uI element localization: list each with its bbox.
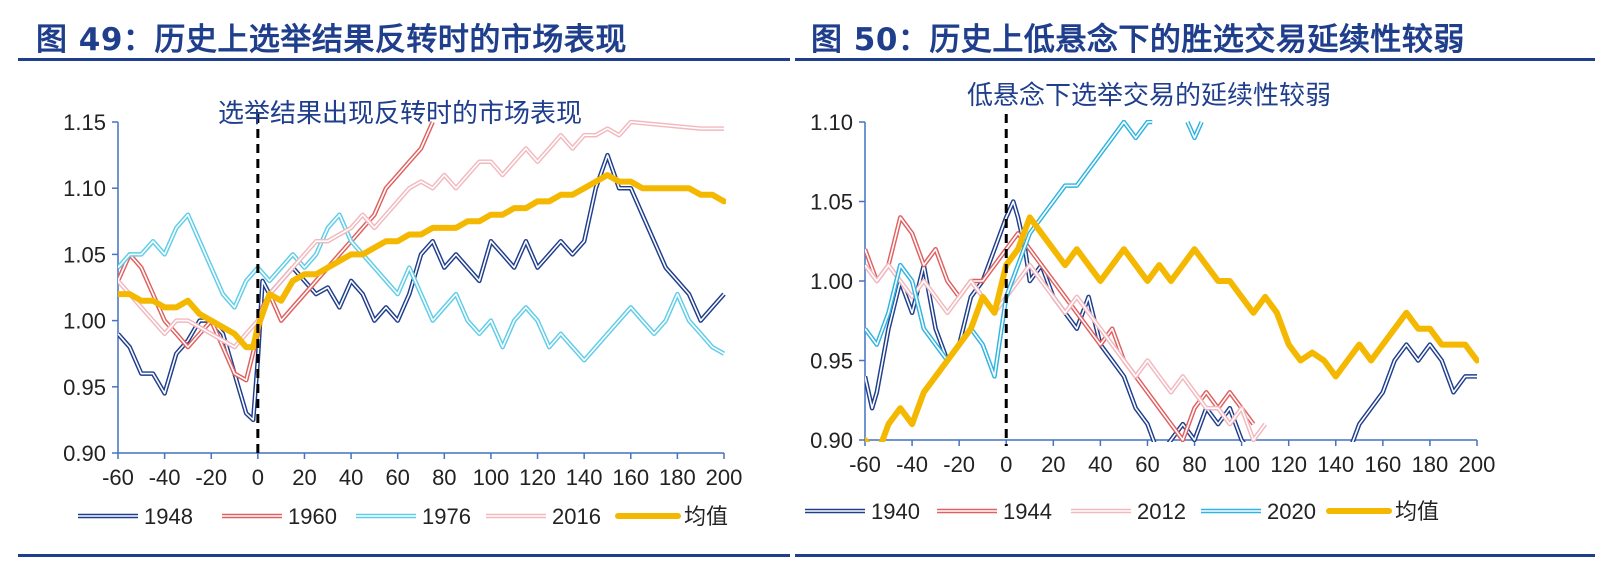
x-tick-label: 20 bbox=[1041, 452, 1065, 477]
x-tick-label: 180 bbox=[1412, 452, 1449, 477]
series-line-2020 bbox=[1185, 121, 1204, 141]
legend-label: 2012 bbox=[1137, 499, 1186, 524]
series-line-2020 bbox=[865, 120, 1153, 379]
legend-item-1976: 1976 bbox=[356, 504, 471, 529]
legend-label: 1940 bbox=[871, 499, 920, 524]
y-tick-label: 1.00 bbox=[63, 309, 106, 334]
y-tick-label: 1.00 bbox=[810, 269, 853, 294]
y-tick-label: 0.90 bbox=[63, 441, 106, 466]
chart-panel-left: 图 49：历史上选举结果反转时的市场表现 0.90 0.95 1.00 1.05 1.1… bbox=[0, 0, 790, 572]
legend-item-2020: 2020 bbox=[1201, 499, 1316, 524]
x-tick-label: 140 bbox=[1317, 452, 1354, 477]
legend-item-1940: 1940 bbox=[805, 499, 920, 524]
series-line-mean bbox=[865, 214, 1479, 442]
legend-label: 2016 bbox=[552, 504, 601, 529]
x-tick-label: 120 bbox=[1270, 452, 1307, 477]
legend-item-1948: 1948 bbox=[78, 504, 193, 529]
bottom-rule bbox=[18, 554, 790, 557]
x-tick-label: -20 bbox=[195, 465, 227, 490]
x-tick-label: 200 bbox=[706, 465, 743, 490]
chart-title: 低悬念下选举交易的延续性较弱 bbox=[967, 81, 1331, 111]
y-tick-label: 1.10 bbox=[63, 176, 106, 201]
chart-panel-right: 图 50：历史上低悬念下的胜选交易延续性较弱 0.90 0.95 1.00 1.05 1… bbox=[795, 0, 1607, 572]
legend-label: 1944 bbox=[1003, 499, 1052, 524]
chart-left-svg: 0.90 0.95 1.00 1.05 1.10 1.15 -60 -40 -20 0 20 40 60… bbox=[63, 99, 743, 529]
x-tick-label: 40 bbox=[339, 465, 363, 490]
y-tick-label: 1.10 bbox=[810, 110, 853, 135]
legend-label: 均值 bbox=[684, 504, 728, 529]
figure-title: 图 49：历史上选举结果反转时的市场表现 bbox=[36, 22, 627, 58]
legend-item-mean: 均值 bbox=[615, 504, 728, 529]
figure-title: 图 50：历史上低悬念下的胜选交易延续性较弱 bbox=[811, 22, 1465, 58]
x-tick-label: 120 bbox=[519, 465, 556, 490]
legend-label: 1948 bbox=[144, 504, 193, 529]
x-tick-label: 140 bbox=[566, 465, 603, 490]
x-tick-label: 60 bbox=[1135, 452, 1159, 477]
chart-title: 选举结果出现反转时的市场表现 bbox=[218, 99, 582, 129]
x-tick-label: 60 bbox=[385, 465, 409, 490]
legend-item-2016: 2016 bbox=[486, 504, 601, 529]
y-tick-label: 1.15 bbox=[63, 110, 106, 135]
legend-item-1944: 1944 bbox=[937, 499, 1052, 524]
legend-item-mean: 均值 bbox=[1326, 499, 1439, 524]
x-tick-label: -40 bbox=[149, 465, 181, 490]
x-tick-label: -40 bbox=[896, 452, 928, 477]
series-line-1944 bbox=[865, 215, 1256, 442]
x-tick-label: 80 bbox=[432, 465, 456, 490]
series-line-mean bbox=[118, 172, 726, 351]
series-line-1948 bbox=[118, 152, 726, 423]
y-tick-label: 0.95 bbox=[810, 349, 853, 374]
y-tick-label: 1.05 bbox=[63, 242, 106, 267]
x-tick-label: 160 bbox=[1364, 452, 1401, 477]
legend-label: 1976 bbox=[422, 504, 471, 529]
x-tick-label: 0 bbox=[252, 465, 264, 490]
title-rule bbox=[18, 58, 790, 61]
series-line-2016 bbox=[118, 120, 724, 350]
legend-label: 1960 bbox=[288, 504, 337, 529]
y-tick-label: 1.05 bbox=[810, 190, 853, 215]
legend-item-1960: 1960 bbox=[222, 504, 337, 529]
legend-label: 均值 bbox=[1395, 499, 1439, 524]
series-line-2012 bbox=[865, 262, 1268, 442]
bottom-rule bbox=[795, 554, 1595, 557]
chart-right-svg: 0.90 0.95 1.00 1.05 1.10 -60 -40 -20 0 20 40 60 80 10… bbox=[805, 81, 1496, 524]
x-tick-label: -20 bbox=[943, 452, 975, 477]
x-tick-label: 20 bbox=[292, 465, 316, 490]
x-tick-label: 100 bbox=[1223, 452, 1260, 477]
title-rule bbox=[795, 58, 1595, 61]
series-line-1976 bbox=[118, 212, 726, 363]
x-tick-label: 160 bbox=[612, 465, 649, 490]
x-tick-label: 80 bbox=[1182, 452, 1206, 477]
x-tick-label: 40 bbox=[1088, 452, 1112, 477]
y-tick-label: 0.95 bbox=[63, 375, 106, 400]
y-tick-label: 0.90 bbox=[810, 428, 853, 453]
x-tick-label: -60 bbox=[849, 452, 881, 477]
legend-item-2012: 2012 bbox=[1071, 499, 1186, 524]
series-line-1940 bbox=[1350, 342, 1477, 442]
x-tick-label: 0 bbox=[1000, 452, 1012, 477]
x-tick-label: 200 bbox=[1459, 452, 1496, 477]
x-tick-label: -60 bbox=[102, 465, 134, 490]
legend-label: 2020 bbox=[1267, 499, 1316, 524]
x-tick-label: 100 bbox=[473, 465, 510, 490]
x-tick-label: 180 bbox=[659, 465, 696, 490]
